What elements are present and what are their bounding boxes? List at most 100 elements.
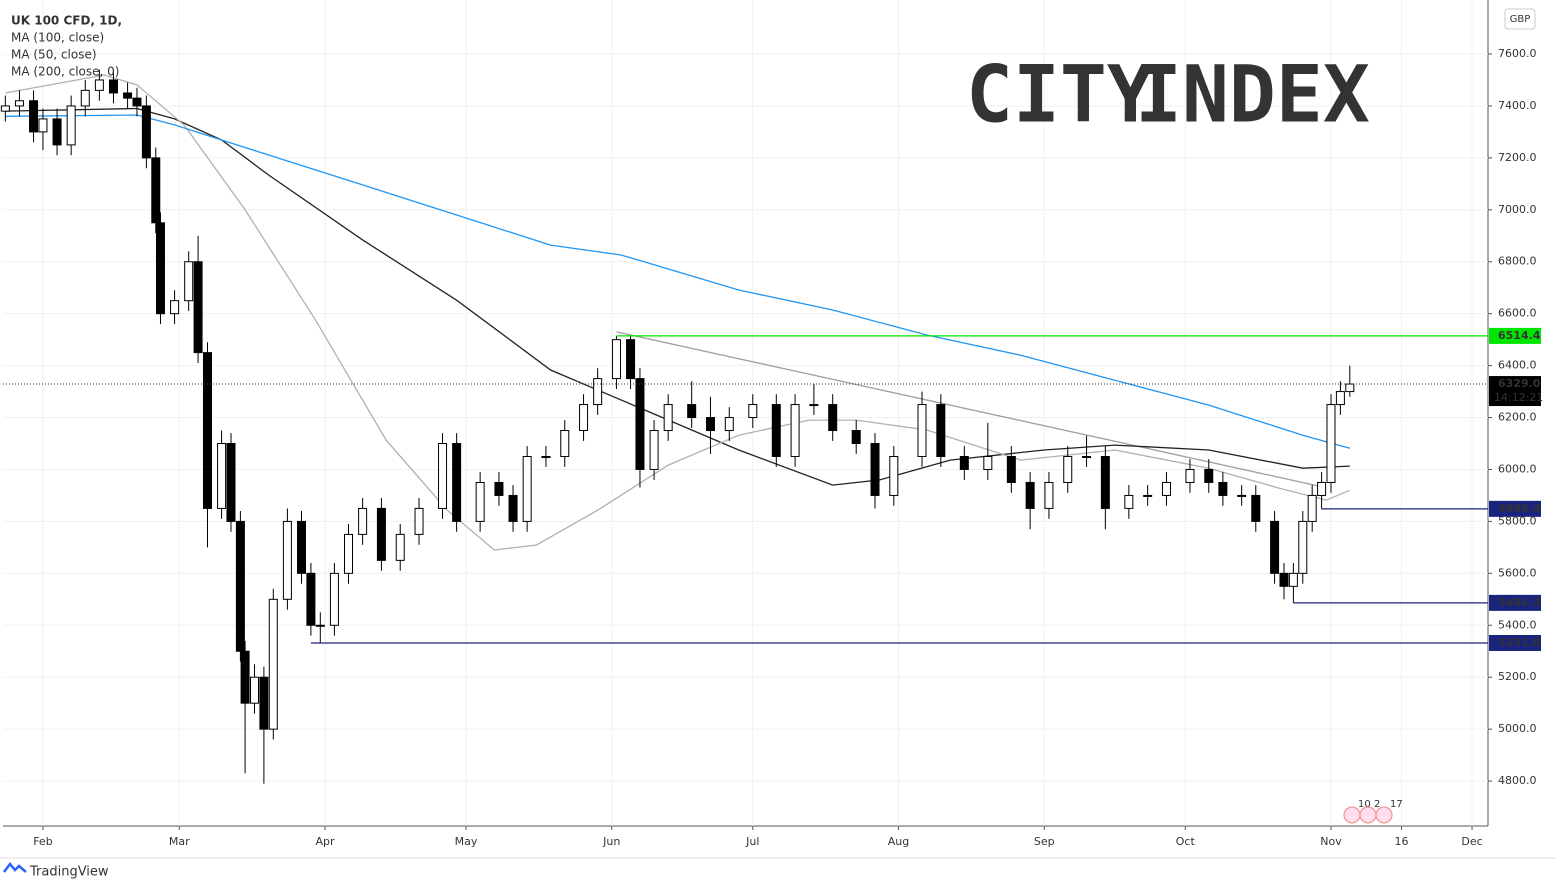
- y-tick-label: 7000.0: [1498, 203, 1537, 216]
- candle-body: [376, 507, 386, 561]
- candle-body: [635, 378, 645, 470]
- level-label: 6514.4: [1498, 329, 1541, 342]
- candle-body: [593, 378, 603, 406]
- candle-body: [414, 507, 424, 535]
- y-tick-label: 5600.0: [1498, 566, 1537, 579]
- candle-body: [14, 100, 24, 107]
- event-label: 17: [1390, 799, 1403, 810]
- y-tick-label: 4800.0: [1498, 774, 1537, 787]
- x-tick-label: 16: [1395, 835, 1409, 848]
- candle-body: [626, 339, 636, 380]
- candle-body: [1317, 481, 1327, 496]
- y-tick-label: 6200.0: [1498, 411, 1537, 424]
- candle-body: [560, 430, 570, 457]
- y-tick-label: 6400.0: [1498, 359, 1537, 372]
- x-tick-label: Sep: [1034, 835, 1055, 848]
- x-tick-label: Jul: [745, 835, 759, 848]
- candle-body: [687, 404, 697, 419]
- footer-brand[interactable]: TradingView: [29, 865, 109, 880]
- candle-body: [452, 443, 462, 522]
- candle-body: [240, 650, 250, 704]
- level-badge: [1489, 634, 1541, 651]
- candle-body: [94, 79, 104, 91]
- candle-body: [1270, 520, 1280, 574]
- candle-body: [870, 443, 880, 496]
- trendline: [616, 331, 1327, 489]
- moving-average: [5, 107, 1350, 486]
- candle-body: [358, 507, 368, 535]
- candle-body: [1307, 494, 1317, 522]
- candle-body: [494, 481, 504, 496]
- candle-body: [541, 455, 551, 458]
- candle-body: [1218, 481, 1228, 496]
- last-price-badge: [1489, 376, 1541, 407]
- candle-body: [1185, 468, 1195, 483]
- candle-body: [1279, 572, 1289, 587]
- event-label: 10: [1358, 799, 1371, 810]
- candle-body: [38, 118, 48, 133]
- candle-body: [66, 105, 76, 146]
- logo-right: INDEX: [1135, 50, 1370, 140]
- candle-body: [959, 455, 969, 470]
- candle-body: [508, 494, 518, 522]
- candle-body: [1124, 494, 1134, 509]
- moving-average: [5, 114, 1350, 449]
- candle-body: [184, 261, 194, 302]
- y-tick-label: 7200.0: [1498, 151, 1537, 164]
- candle-body: [1251, 494, 1261, 522]
- candle-body: [649, 430, 659, 470]
- candle-body: [52, 118, 62, 146]
- y-tick-label: 5200.0: [1498, 670, 1537, 683]
- x-tick-label: Aug: [888, 835, 909, 848]
- candle-body: [151, 157, 161, 224]
- candle-body: [1063, 455, 1073, 483]
- candle-body: [108, 79, 118, 94]
- candle-body: [1082, 455, 1092, 458]
- x-tick-label: Mar: [169, 835, 190, 848]
- y-tick-label: 6000.0: [1498, 462, 1537, 475]
- candle-body: [395, 533, 405, 561]
- candle-body: [315, 624, 325, 627]
- candle-body: [1237, 494, 1247, 497]
- x-tick-label: Nov: [1320, 835, 1342, 848]
- candle-body: [297, 520, 307, 574]
- footer-icon: [3, 861, 27, 873]
- candle-body: [123, 92, 133, 99]
- logo-left: CITY: [966, 50, 1154, 140]
- candle-body: [80, 89, 90, 107]
- candle-body: [522, 455, 532, 522]
- currency: GBP: [1510, 14, 1531, 25]
- x-tick-label: Jun: [602, 835, 620, 848]
- candle-body: [155, 222, 165, 315]
- candle-body: [475, 481, 485, 522]
- y-tick-label: 5000.0: [1498, 722, 1537, 735]
- legend-entry: MA (50, close): [11, 48, 97, 62]
- level-label: 5486.3: [1498, 596, 1540, 609]
- candle-body: [851, 430, 861, 445]
- candle-body: [329, 572, 339, 626]
- x-tick-label: Oct: [1176, 835, 1196, 848]
- candle-body: [141, 105, 151, 159]
- last-price-label: 6329.0: [1498, 377, 1541, 390]
- candle-body: [705, 417, 715, 432]
- level-label: 5848.4: [1498, 502, 1541, 515]
- candle-body: [438, 443, 448, 509]
- x-tick-label: Feb: [33, 835, 52, 848]
- candle-body: [226, 443, 236, 522]
- candle-body: [724, 417, 734, 432]
- legend-entry: MA (200, close, 0): [11, 65, 119, 79]
- candle-body: [771, 404, 781, 457]
- candle-body: [1288, 572, 1298, 587]
- moving-average: [5, 74, 1351, 551]
- y-tick-label: 7600.0: [1498, 47, 1537, 60]
- y-tick-label: 6800.0: [1498, 255, 1537, 268]
- y-tick-label: 7400.0: [1498, 99, 1537, 112]
- candle-body: [983, 455, 993, 470]
- candle-body: [828, 404, 838, 432]
- candle-body: [1345, 383, 1355, 393]
- y-tick-label: 5800.0: [1498, 514, 1537, 527]
- currency-box[interactable]: [1504, 8, 1536, 30]
- event-icon[interactable]: [1375, 806, 1393, 824]
- candle-body: [1326, 404, 1336, 483]
